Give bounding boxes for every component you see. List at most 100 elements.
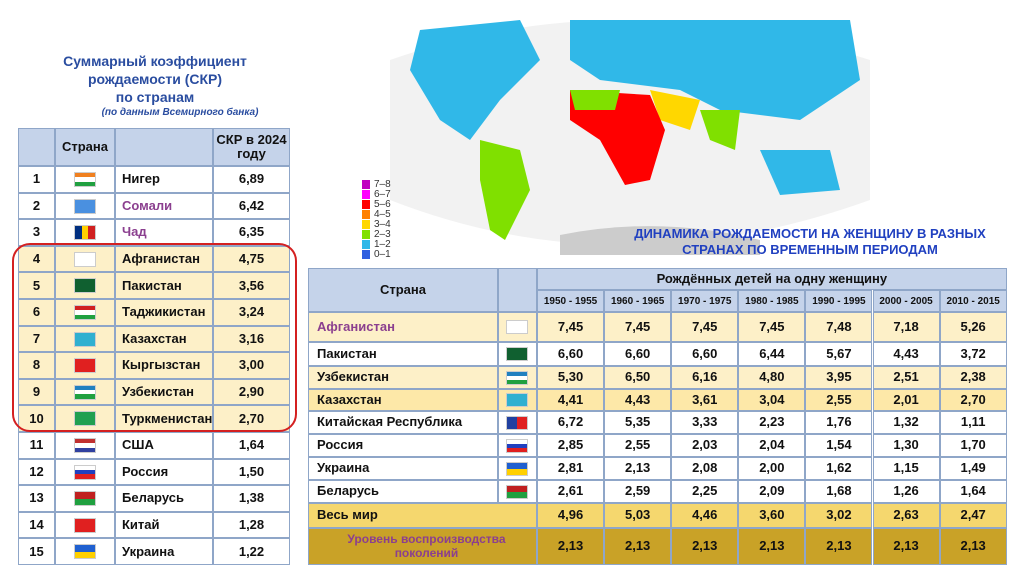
value-cell: 3,24 [213, 299, 290, 326]
value-cell: 2,47 [939, 503, 1007, 528]
header-cell [115, 128, 213, 166]
value-cell: 4,75 [213, 245, 290, 273]
period-cell: 2000 - 2005 [872, 290, 940, 312]
value-cell: 1,49 [939, 457, 1007, 480]
value-cell: 4,41 [537, 389, 605, 411]
value-cell: 2,04 [738, 434, 806, 457]
rank-cell: 14 [18, 511, 55, 539]
rank-cell: 12 [18, 458, 55, 486]
value-cell: 2,55 [604, 434, 672, 457]
value-cell: 1,32 [872, 411, 940, 434]
period-cell: 2010 - 2015 [939, 290, 1007, 312]
legend-label: 2–3 [374, 229, 391, 240]
flag-cell [55, 166, 115, 193]
value-cell: 2,55 [805, 389, 873, 411]
legend-label: 6–7 [374, 189, 391, 200]
legend-swatch [362, 200, 370, 209]
value-cell: 2,51 [872, 366, 940, 389]
country-cell: Украина [115, 538, 213, 565]
value-cell: 7,45 [604, 312, 672, 342]
header-cell: Страна [308, 268, 498, 312]
value-cell: 4,96 [537, 503, 605, 528]
value-cell: 2,13 [537, 528, 605, 565]
flag-cell [498, 342, 537, 366]
header-cell: Страна [55, 128, 115, 166]
value-cell: 2,13 [671, 528, 739, 565]
country-cell: Беларусь [115, 485, 213, 512]
title-line: СТРАНАХ ПО ВРЕМЕННЫМ ПЕРИОДАМ [682, 242, 938, 257]
title-line: ДИНАМИКА РОЖДАЕМОСТИ НА ЖЕНЩИНУ В РАЗНЫХ [634, 226, 986, 241]
country-cell: Пакистан [115, 272, 213, 299]
header-cell: Рождённых детей на одну женщину [537, 268, 1007, 290]
value-cell: 3,02 [805, 503, 873, 528]
value-cell: 1,62 [805, 457, 873, 480]
flag-icon [506, 370, 528, 385]
legend-label: 5–6 [374, 199, 391, 210]
value-cell: 1,68 [805, 480, 873, 503]
title-line: Суммарный коэффициент [63, 53, 247, 69]
legend-swatch [362, 250, 370, 259]
value-cell: 3,00 [213, 352, 290, 379]
value-cell: 4,43 [872, 342, 940, 366]
flag-icon [506, 438, 528, 453]
value-cell: 6,50 [604, 366, 672, 389]
flag-icon [74, 544, 96, 560]
value-cell: 3,16 [213, 325, 290, 353]
country-cell: Россия [308, 434, 498, 457]
country-cell: Китайская Республика [308, 411, 498, 434]
value-cell: 3,61 [671, 389, 739, 411]
flag-cell [55, 219, 115, 246]
value-cell: 1,28 [213, 511, 290, 539]
country-cell: Афганистан [308, 312, 498, 342]
value-cell: 2,63 [872, 503, 940, 528]
legend-label: 7–8 [374, 179, 391, 190]
country-cell: Весь мир [308, 503, 537, 528]
value-cell: 1,54 [805, 434, 873, 457]
country-cell: Узбекистан [308, 366, 498, 389]
value-cell: 1,26 [872, 480, 940, 503]
flag-icon [74, 517, 96, 533]
value-cell: 2,01 [872, 389, 940, 411]
value-cell: 4,80 [738, 366, 806, 389]
country-cell: Нигер [115, 166, 213, 193]
flag-icon [74, 225, 96, 241]
flag-icon [74, 331, 96, 347]
country-cell: Беларусь [308, 480, 498, 503]
south-asia [700, 110, 740, 150]
header-cell: СКР в 2024 году [213, 128, 290, 166]
flag-icon [74, 305, 96, 320]
value-cell: 2,61 [537, 480, 605, 503]
value-cell: 2,13 [805, 528, 873, 565]
header-cell [18, 128, 55, 166]
value-cell: 1,64 [213, 432, 290, 459]
value-cell: 5,35 [604, 411, 672, 434]
value-cell: 2,25 [671, 480, 739, 503]
country-cell: Сомали [115, 192, 213, 220]
value-cell: 1,64 [939, 480, 1007, 503]
flag-icon [506, 461, 528, 476]
middle-east [650, 90, 700, 130]
country-cell: Кыргызстан [115, 352, 213, 379]
value-cell: 3,56 [213, 272, 290, 299]
value-cell: 1,50 [213, 458, 290, 486]
flag-icon [74, 278, 96, 294]
value-cell: 6,35 [213, 219, 290, 246]
country-cell: Китай [115, 511, 213, 539]
value-cell: 1,70 [939, 434, 1007, 457]
value-cell: 5,26 [939, 312, 1007, 342]
value-cell: 2,13 [738, 528, 806, 565]
legend-swatch [362, 180, 370, 189]
country-cell: Туркменистан [115, 405, 213, 432]
period-cell: 1950 - 1955 [537, 290, 605, 312]
value-cell: 6,44 [738, 342, 806, 366]
south-america [480, 140, 530, 240]
value-cell: 7,45 [537, 312, 605, 342]
north-america [410, 20, 540, 140]
flag-icon [74, 464, 96, 480]
legend-swatch [362, 220, 370, 229]
flag-icon [74, 172, 96, 187]
flag-icon [506, 320, 528, 334]
period-cell: 1970 - 1975 [671, 290, 739, 312]
value-cell: 2,59 [604, 480, 672, 503]
